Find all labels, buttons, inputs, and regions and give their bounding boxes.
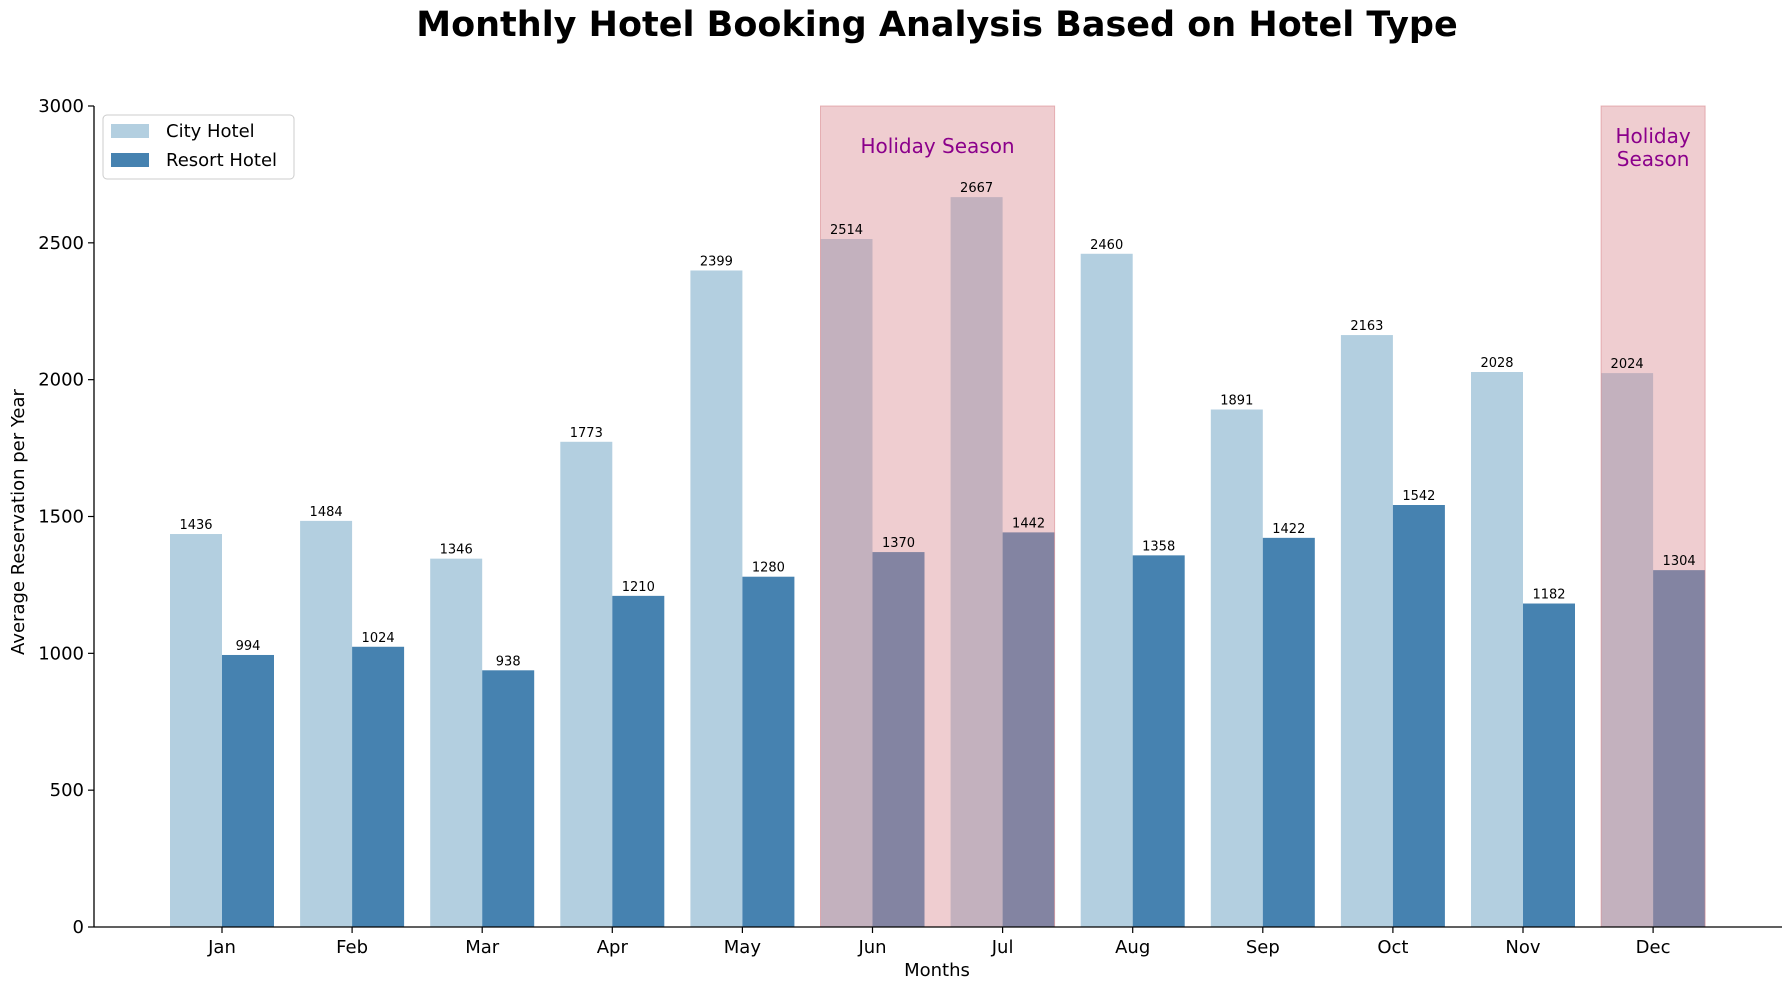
data-label-city-hotel-nov: 2028 [1480,356,1513,371]
x-tick-label-oct: Oct [1377,937,1408,958]
data-label-city-hotel-aug: 2460 [1090,238,1123,253]
legend-swatch-city-hotel[interactable] [111,124,149,138]
y-tick-label-3000: 3000 [38,96,84,117]
bar-city-hotel-apr [560,441,613,927]
bar-resort-hotel-jul [1002,532,1055,927]
data-label-city-hotel-dec: 2024 [1611,357,1644,372]
holiday-band-1 [820,105,1056,928]
bar-resort-hotel-nov [1523,603,1575,927]
bar-city-hotel-feb [300,520,353,927]
bar-city-hotel-jun [820,239,873,927]
x-tick-label-jan: Jan [207,937,236,958]
x-axis-label: Months [904,960,970,981]
bar-resort-hotel-dec [1653,570,1706,927]
bar-resort-hotel-feb [352,646,405,927]
bar-city-hotel-may [690,270,743,928]
data-label-resort-hotel-jan: 994 [236,639,261,654]
data-label-city-hotel-oct: 2163 [1350,319,1383,334]
x-tick-label-may: May [724,937,762,958]
bar-resort-hotel-jan [222,654,274,927]
data-label-resort-hotel-aug: 1358 [1142,539,1175,554]
x-tick-label-aug: Aug [1115,937,1150,958]
data-label-city-hotel-jan: 1436 [179,518,212,533]
data-label-resort-hotel-oct: 1542 [1402,489,1435,504]
bar-city-hotel-nov [1471,372,1523,927]
data-label-city-hotel-apr: 1773 [570,426,603,441]
bar-city-hotel-jul [950,197,1003,928]
chart-title: Monthly Hotel Booking Analysis Based on … [416,5,1457,45]
x-tick-label-jun: Jun [857,937,886,958]
legend-label-city-hotel[interactable]: City Hotel [166,121,255,142]
x-tick-label-sep: Sep [1246,937,1280,958]
bar-city-hotel-mar [430,558,483,927]
bar-city-hotel-sep [1210,409,1263,927]
y-tick-label-0: 0 [73,917,84,938]
data-label-resort-hotel-feb: 1024 [362,631,395,646]
bar-resort-hotel-jun [872,552,925,927]
data-label-city-hotel-jun: 2514 [830,223,863,238]
legend-label-resort-hotel[interactable]: Resort Hotel [166,150,277,171]
bar-city-hotel-jan [170,534,222,927]
data-label-resort-hotel-may: 1280 [752,561,785,576]
data-label-city-hotel-jul: 2667 [960,181,993,196]
holiday-band-label-1: Holiday Season [860,134,1014,158]
holiday-band-label-2: Holiday Season [1616,124,1691,171]
data-label-city-hotel-may: 2399 [700,254,733,269]
legend-box [102,114,295,180]
bar-city-hotel-dec [1601,373,1654,928]
bar-resort-hotel-aug [1132,555,1185,927]
bar-resort-hotel-may [742,576,795,927]
x-tick-label-feb: Feb [336,937,368,958]
data-label-resort-hotel-nov: 1182 [1532,588,1565,603]
y-axis-label: Average Reservation per Year [8,388,29,654]
x-tick-label-jul: Jul [991,937,1014,958]
data-label-city-hotel-feb: 1484 [310,505,343,520]
bars: Holiday Season Holiday Season [170,105,1706,928]
bar-resort-hotel-mar [482,670,535,927]
data-label-resort-hotel-jun: 1370 [882,536,915,551]
y-tick-label-2000: 2000 [38,370,84,391]
legend-swatch-resort-hotel[interactable] [111,153,149,167]
data-label-city-hotel-mar: 1346 [440,543,473,558]
x-tick-label-mar: Mar [465,937,500,958]
y-tick-label-500: 500 [50,780,84,801]
bar-city-hotel-oct [1340,335,1393,928]
bar-resort-hotel-apr [612,595,665,927]
data-label-city-hotel-sep: 1891 [1220,393,1253,408]
data-labels: 1436 1484 1346 1773 2399 2514 2667 2460 1891 2163… [179,181,1695,669]
y-tick-label-1500: 1500 [38,507,84,528]
x-tick-label-apr: Apr [597,937,629,958]
x-tick-label-dec: Dec [1636,937,1671,958]
axes: 0 500 1000 1500 2000 2500 3000 Jan Feb Mar Apr May J… [38,96,1782,958]
bar-resort-hotel-sep [1262,537,1315,927]
bar-city-hotel-aug [1080,253,1133,927]
data-label-resort-hotel-apr: 1210 [622,580,655,595]
data-label-resort-hotel-mar: 938 [496,654,521,669]
y-tick-label-2500: 2500 [38,233,84,254]
data-label-resort-hotel-sep: 1422 [1272,522,1305,537]
y-tick-label-1000: 1000 [38,643,84,664]
legend[interactable]: City Hotel Resort Hotel [102,114,295,180]
holiday-band-2 [1600,105,1706,928]
data-label-resort-hotel-dec: 1304 [1663,554,1696,569]
data-label-resort-hotel-jul: 1442 [1012,516,1045,531]
x-tick-label-nov: Nov [1505,937,1540,958]
bar-resort-hotel-oct [1392,505,1445,927]
